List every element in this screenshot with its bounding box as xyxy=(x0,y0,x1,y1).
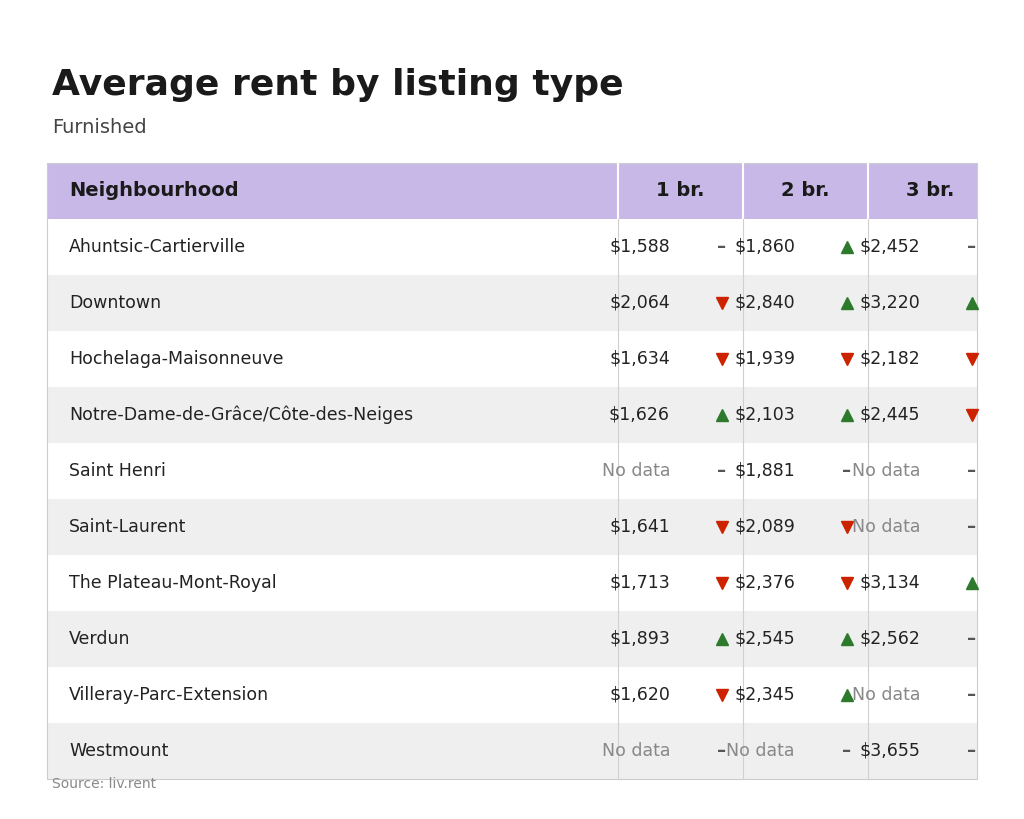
Text: 2 br.: 2 br. xyxy=(780,182,829,201)
Text: $2,376: $2,376 xyxy=(734,574,795,592)
Bar xyxy=(47,723,977,779)
Bar xyxy=(47,163,977,779)
Text: No data: No data xyxy=(601,462,670,480)
Text: –: – xyxy=(968,742,977,760)
Text: $1,588: $1,588 xyxy=(609,238,670,256)
Text: $1,713: $1,713 xyxy=(609,574,670,592)
Text: $3,655: $3,655 xyxy=(859,742,920,760)
Text: –: – xyxy=(718,238,727,256)
Text: –: – xyxy=(968,518,977,536)
Text: $2,445: $2,445 xyxy=(859,406,920,424)
Bar xyxy=(47,163,977,219)
Text: Notre-Dame-de-Grâce/Côte-des-Neiges: Notre-Dame-de-Grâce/Côte-des-Neiges xyxy=(69,405,413,424)
Text: $2,840: $2,840 xyxy=(734,294,795,312)
Bar xyxy=(47,499,977,555)
Text: $2,562: $2,562 xyxy=(859,630,920,648)
Text: Furnished: Furnished xyxy=(52,118,146,137)
Bar xyxy=(47,443,977,499)
Text: $1,634: $1,634 xyxy=(609,350,670,368)
Text: $2,345: $2,345 xyxy=(734,686,795,704)
Text: –: – xyxy=(843,462,852,480)
Text: $1,626: $1,626 xyxy=(609,406,670,424)
Bar xyxy=(47,219,977,275)
Text: $1,893: $1,893 xyxy=(609,630,670,648)
Text: $2,545: $2,545 xyxy=(734,630,795,648)
Text: Westmount: Westmount xyxy=(69,742,168,760)
Bar xyxy=(47,331,977,387)
Text: No data: No data xyxy=(852,686,920,704)
Text: Hochelaga-Maisonneuve: Hochelaga-Maisonneuve xyxy=(69,350,284,368)
Text: Saint-Laurent: Saint-Laurent xyxy=(69,518,186,536)
Text: 3 br.: 3 br. xyxy=(906,182,954,201)
Text: No data: No data xyxy=(601,742,670,760)
Text: $2,182: $2,182 xyxy=(859,350,920,368)
Text: –: – xyxy=(968,238,977,256)
Text: $2,089: $2,089 xyxy=(734,518,795,536)
Text: –: – xyxy=(843,742,852,760)
Text: No data: No data xyxy=(726,742,795,760)
Text: –: – xyxy=(968,630,977,648)
Text: $2,452: $2,452 xyxy=(859,238,920,256)
Text: Source: liv.rent: Source: liv.rent xyxy=(52,777,156,791)
Text: $1,860: $1,860 xyxy=(734,238,795,256)
Text: $1,939: $1,939 xyxy=(734,350,795,368)
Text: 1 br.: 1 br. xyxy=(655,182,705,201)
Text: The Plateau-Mont-Royal: The Plateau-Mont-Royal xyxy=(69,574,276,592)
Text: Saint Henri: Saint Henri xyxy=(69,462,166,480)
Text: $2,103: $2,103 xyxy=(734,406,795,424)
Text: –: – xyxy=(718,462,727,480)
Text: $1,881: $1,881 xyxy=(734,462,795,480)
Bar xyxy=(47,555,977,611)
Text: No data: No data xyxy=(852,462,920,480)
Text: $3,220: $3,220 xyxy=(859,294,920,312)
Text: Verdun: Verdun xyxy=(69,630,130,648)
Text: Average rent by listing type: Average rent by listing type xyxy=(52,68,624,102)
Text: Downtown: Downtown xyxy=(69,294,161,312)
Text: $2,064: $2,064 xyxy=(609,294,670,312)
Text: Villeray-Parc-Extension: Villeray-Parc-Extension xyxy=(69,686,269,704)
Text: Ahuntsic-Cartierville: Ahuntsic-Cartierville xyxy=(69,238,246,256)
Bar xyxy=(47,275,977,331)
Text: –: – xyxy=(968,462,977,480)
Text: –: – xyxy=(718,742,727,760)
Text: $3,134: $3,134 xyxy=(859,574,920,592)
Text: $1,641: $1,641 xyxy=(609,518,670,536)
Bar xyxy=(47,667,977,723)
Text: Neighbourhood: Neighbourhood xyxy=(69,182,239,201)
Bar xyxy=(47,611,977,667)
Text: –: – xyxy=(968,686,977,704)
Text: No data: No data xyxy=(852,518,920,536)
Text: $1,620: $1,620 xyxy=(609,686,670,704)
Bar xyxy=(47,387,977,443)
